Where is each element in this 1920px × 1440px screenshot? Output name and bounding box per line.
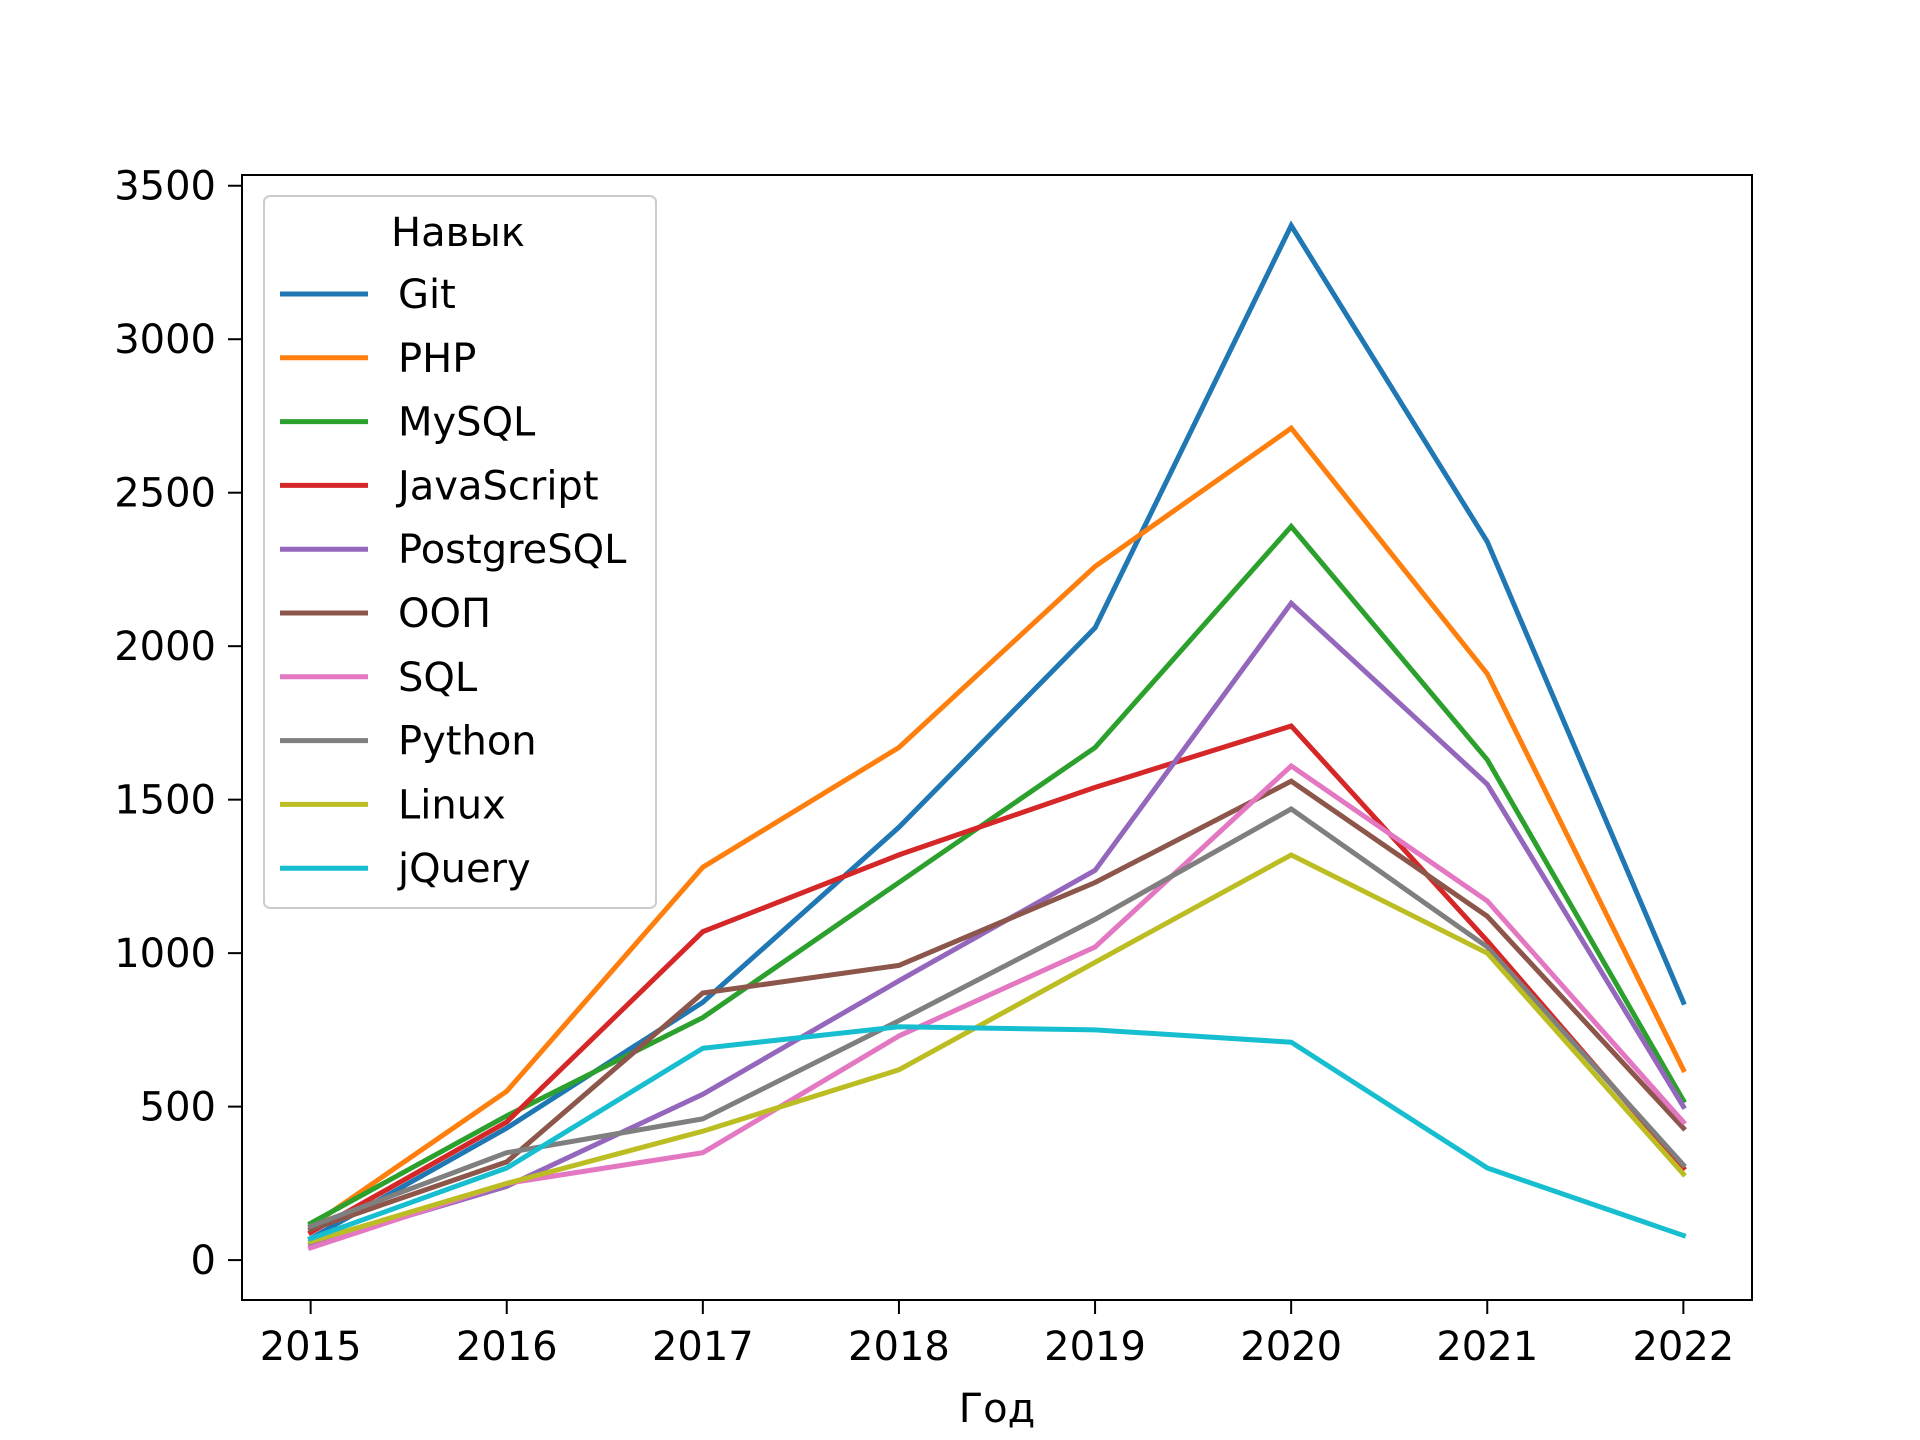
legend-label-jquery: jQuery (397, 846, 531, 892)
legend-label-sql: SQL (398, 655, 478, 701)
series-line-javascript (307, 723, 1687, 1236)
series-line-jquery (307, 1024, 1687, 1242)
legend-label-postgresql: PostgreSQL (398, 527, 627, 573)
x-tick-label: 2019 (1044, 1324, 1146, 1370)
series-line-linux (307, 852, 1687, 1245)
x-tick-label: 2017 (652, 1324, 754, 1370)
legend-title: Навык (391, 210, 525, 256)
legend-items: Git PHP MySQL JavaScript PostgreSQL ООП SQL Pyt… (280, 272, 627, 892)
legend-label-git: Git (398, 272, 456, 318)
x-tick-label: 2021 (1436, 1324, 1538, 1370)
x-tick-label: 2022 (1632, 1324, 1734, 1370)
legend-box (263, 195, 657, 909)
series-lines (307, 220, 1687, 1251)
y-tick-label: 500 (140, 1085, 216, 1131)
series-line-git (307, 220, 1687, 1243)
y-tick-label: 2000 (114, 624, 216, 670)
y-tick-label: 1500 (114, 778, 216, 824)
y-tick-label: 1000 (114, 931, 216, 977)
y-tick-label: 0 (191, 1238, 216, 1284)
legend-label-linux: Linux (398, 782, 506, 828)
y-axis: 0 500 1000 1500 2000 2500 3000 3500 (114, 164, 242, 1284)
legend-label-mysql: MySQL (398, 400, 536, 446)
legend-label-php: PHP (398, 336, 476, 382)
y-tick-label: 3500 (114, 164, 216, 210)
x-tick-label: 2016 (456, 1324, 558, 1370)
y-tick-label: 3000 (114, 317, 216, 363)
x-tick-label: 2018 (848, 1324, 950, 1370)
series-line-php (307, 424, 1687, 1230)
legend-label-python: Python (398, 719, 537, 765)
legend-label-ооп: ООП (398, 591, 491, 637)
x-axis-label: Год (959, 1386, 1036, 1432)
x-tick-label: 2020 (1240, 1324, 1342, 1370)
x-tick-label: 2015 (260, 1324, 362, 1370)
axes-frame (241, 174, 1753, 1301)
x-axis: 2015 2016 2017 2018 2019 2020 2021 2022 (260, 1300, 1734, 1370)
series-line-mysql (307, 522, 1687, 1227)
y-tick-label: 2500 (114, 471, 216, 517)
legend-label-javascript: JavaScript (395, 463, 599, 509)
legend: Навык Git PHP MySQL JavaScript PostgreSQL ООП… (263, 195, 657, 909)
series-line-sql (307, 762, 1687, 1251)
series-line-ооп (307, 778, 1687, 1233)
